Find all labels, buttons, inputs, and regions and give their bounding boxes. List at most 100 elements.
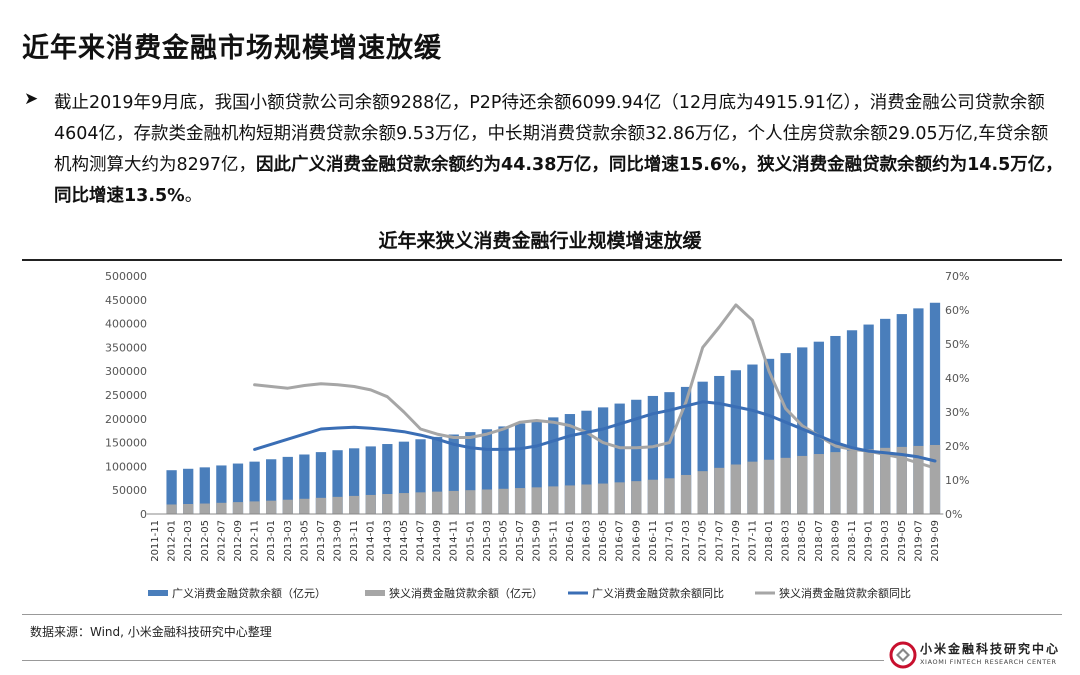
broad-balance-bar bbox=[315, 452, 327, 514]
broad-balance-bar bbox=[863, 324, 874, 514]
broad-balance-bar bbox=[913, 308, 924, 514]
left-axis-tick-label: 50000 bbox=[112, 484, 147, 497]
x-axis-tick-label: 2019-01 bbox=[864, 520, 875, 562]
narrow-balance-bar bbox=[880, 447, 891, 514]
x-axis-tick-label: 2016-05 bbox=[598, 520, 609, 562]
broad-balance-bar bbox=[813, 341, 824, 514]
narrow-balance-bar bbox=[697, 471, 708, 514]
left-axis-tick-label: 500000 bbox=[105, 270, 147, 283]
broad-balance-bar bbox=[431, 436, 443, 514]
summary-paragraph: 截止2019年9月底，我国小额贷款公司余额9288亿，P2P待还余额6099.9… bbox=[54, 88, 1064, 212]
x-axis-tick-label: 2014-05 bbox=[399, 520, 410, 562]
summary-bullet: ➤ 截止2019年9月底，我国小额贷款公司余额9288亿，P2P待还余额6099… bbox=[24, 88, 1064, 212]
broad-balance-bar bbox=[763, 358, 775, 514]
x-axis-tick-label: 2018-11 bbox=[847, 520, 858, 562]
broad-balance-bar bbox=[896, 314, 907, 514]
legend-label: 狭义消费金融贷款余额（亿元） bbox=[389, 586, 543, 600]
right-axis-tick-label: 0% bbox=[945, 508, 962, 521]
narrow-balance-bar bbox=[365, 494, 376, 514]
narrow-balance-bar bbox=[631, 481, 642, 514]
broad-balance-bar bbox=[415, 439, 426, 514]
broad-balance-bar bbox=[448, 434, 459, 514]
narrow-balance-bar bbox=[315, 497, 327, 514]
x-axis-tick-label: 2011-11 bbox=[150, 520, 161, 562]
narrow-balance-bar bbox=[415, 492, 426, 514]
narrow-balance-bar bbox=[481, 489, 493, 514]
x-axis-tick-label: 2014-03 bbox=[382, 520, 393, 562]
x-axis-tick-label: 2017-03 bbox=[681, 520, 692, 562]
x-axis-tick-label: 2018-05 bbox=[797, 520, 808, 562]
x-axis-tick-label: 2012-01 bbox=[167, 520, 178, 562]
chart-title-rule bbox=[22, 259, 1062, 261]
narrow-balance-bar bbox=[780, 457, 791, 514]
broad-balance-bar bbox=[597, 407, 609, 514]
x-axis-tick-label: 2017-05 bbox=[698, 520, 709, 562]
narrow-balance-bar bbox=[913, 445, 924, 514]
broad-balance-bar bbox=[564, 414, 576, 514]
data-source: 数据来源：Wind, 小米金融科技研究中心整理 bbox=[30, 625, 272, 639]
x-axis-tick-label: 2016-11 bbox=[648, 520, 659, 562]
x-axis-tick-label: 2019-09 bbox=[930, 520, 941, 562]
x-axis-tick-label: 2015-05 bbox=[499, 520, 510, 562]
broad-balance-bar bbox=[465, 432, 476, 514]
x-axis-tick-label: 2017-09 bbox=[731, 520, 742, 562]
narrow-balance-bar bbox=[166, 504, 177, 514]
narrow-balance-bar bbox=[332, 496, 343, 514]
x-axis-tick-label: 2018-03 bbox=[781, 520, 792, 562]
x-axis-tick-label: 2019-07 bbox=[913, 520, 924, 562]
narrow-balance-bar bbox=[382, 494, 393, 514]
broad-balance-bar bbox=[514, 423, 526, 514]
broad-balance-bar bbox=[282, 456, 293, 514]
left-axis-tick-label: 350000 bbox=[105, 341, 147, 354]
narrow-balance-bar bbox=[349, 495, 360, 514]
narrow-balance-bar bbox=[249, 501, 260, 514]
x-axis-tick-label: 2016-01 bbox=[565, 520, 576, 562]
left-axis-tick-label: 0 bbox=[140, 508, 147, 521]
legend-swatch bbox=[148, 590, 168, 596]
broad-balance-bar bbox=[349, 448, 360, 514]
x-axis-tick-label: 2014-01 bbox=[366, 520, 377, 562]
right-axis-tick-label: 20% bbox=[945, 440, 969, 453]
narrow-balance-bar bbox=[531, 487, 542, 514]
x-axis-tick-label: 2013-11 bbox=[349, 520, 360, 562]
page-title: 近年来消费金融市场规模增速放缓 bbox=[22, 33, 442, 64]
x-axis-tick-label: 2019-03 bbox=[880, 520, 891, 562]
legend-label: 广义消费金融贷款余额同比 bbox=[592, 586, 724, 600]
narrow-balance-bar bbox=[763, 459, 775, 514]
x-axis-tick-label: 2016-03 bbox=[581, 520, 592, 562]
narrow-balance-bar bbox=[730, 464, 741, 514]
right-axis-tick-label: 60% bbox=[945, 304, 969, 317]
x-axis-tick-label: 2015-09 bbox=[532, 520, 543, 562]
broad-balance-bar bbox=[680, 386, 692, 514]
logo-text: 小米金融科技研究中心 bbox=[920, 642, 1061, 656]
narrow-balance-bar bbox=[647, 479, 659, 514]
narrow-balance-bar bbox=[581, 484, 592, 514]
narrow-balance-bar bbox=[465, 490, 476, 514]
right-axis-tick-label: 40% bbox=[945, 372, 969, 385]
broad-balance-bar bbox=[581, 410, 592, 514]
narrow-balance-bar bbox=[863, 449, 874, 514]
x-axis-tick-label: 2019-05 bbox=[897, 520, 908, 562]
narrow-balance-bar bbox=[747, 461, 758, 514]
narrow-balance-bar bbox=[830, 452, 841, 514]
x-axis-tick-label: 2012-03 bbox=[183, 520, 194, 562]
summary-end: 。 bbox=[184, 186, 203, 206]
x-axis-tick-label: 2012-07 bbox=[216, 520, 227, 562]
chart-title: 近年来狭义消费金融行业规模增速放缓 bbox=[378, 230, 702, 252]
broad-balance-bar bbox=[830, 335, 841, 514]
x-axis-tick-label: 2018-01 bbox=[764, 520, 775, 562]
left-axis-tick-label: 250000 bbox=[105, 389, 147, 402]
x-axis-tick-label: 2013-03 bbox=[283, 520, 294, 562]
left-axis-tick-label: 100000 bbox=[105, 460, 147, 473]
left-axis-tick-label: 400000 bbox=[105, 318, 147, 331]
broad-balance-bar bbox=[647, 395, 659, 514]
broad-balance-bar bbox=[780, 353, 791, 514]
broad-balance-bar bbox=[714, 375, 725, 514]
footer-rule bbox=[22, 660, 884, 661]
broad-balance-bar bbox=[232, 463, 244, 514]
broad-balance-bar bbox=[266, 459, 277, 514]
left-axis-tick-label: 300000 bbox=[105, 365, 147, 378]
narrow-balance-bar bbox=[216, 502, 227, 514]
x-axis-tick-label: 2018-07 bbox=[814, 520, 825, 562]
broad-balance-bar bbox=[747, 364, 758, 514]
